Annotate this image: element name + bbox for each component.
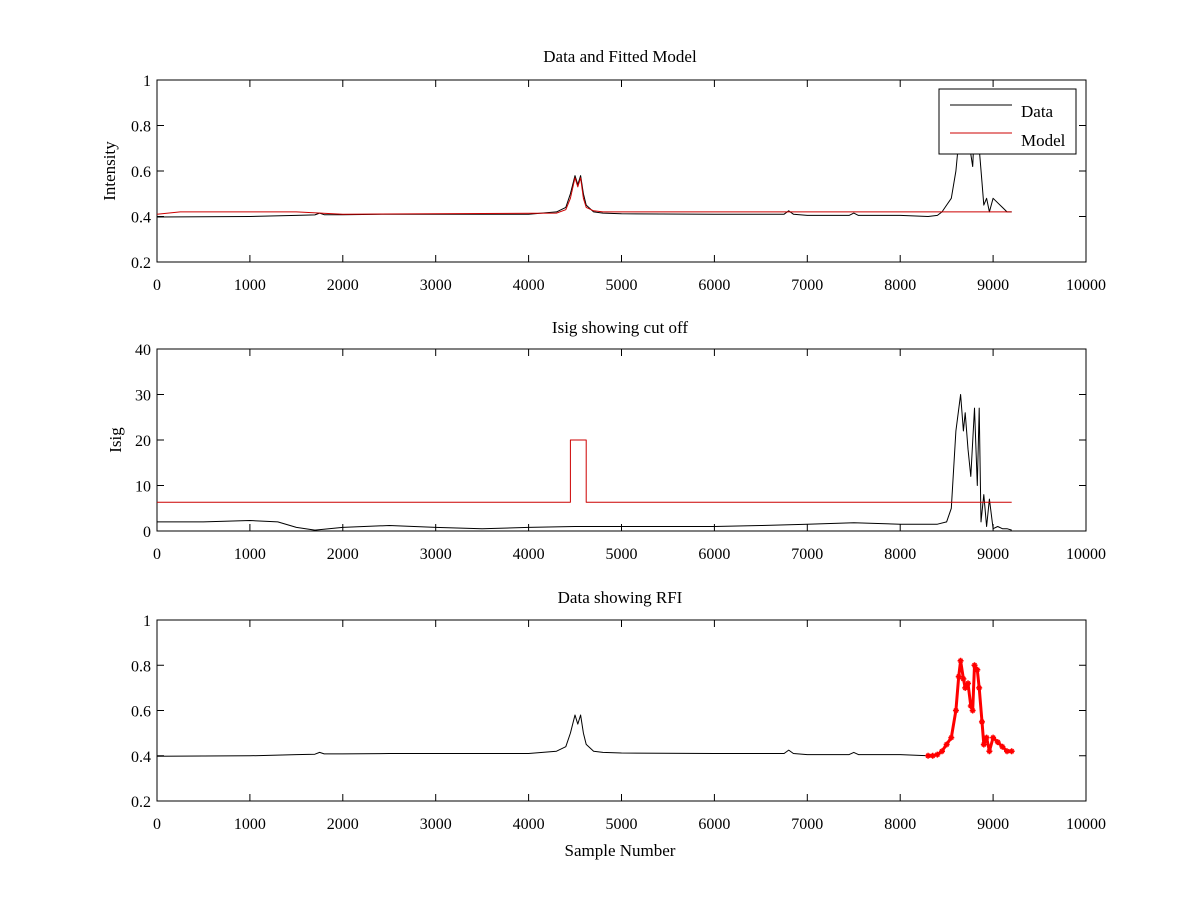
y-tick-label: 0.6 — [131, 704, 151, 721]
x-tick-label: 3000 — [420, 546, 452, 563]
rfi-marker — [960, 675, 967, 682]
rfi-marker — [965, 680, 972, 687]
x-tick-label: 1000 — [234, 816, 266, 833]
plot-area: 0 1000 2000 3000 4000 5000 6000 7000 8000 9000 100… — [131, 613, 1106, 833]
x-tick-label: 9000 — [977, 816, 1009, 833]
chart-title: Isig showing cut off — [552, 318, 688, 337]
chart-title: Data showing RFI — [558, 588, 683, 607]
panel-isig-showing-cut-off: Isig showing cut off Isig 0 1000 2000 3000 4… — [106, 318, 1106, 563]
y-axis-label: Intensity — [100, 141, 119, 201]
y-tick-label: 0.4 — [131, 749, 151, 766]
series-line-0 — [157, 394, 1012, 531]
x-tick-label: 2000 — [327, 816, 359, 833]
x-tick-label: 3000 — [420, 816, 452, 833]
x-tick-label: 0 — [153, 816, 161, 833]
y-tick-label: 20 — [135, 433, 151, 450]
x-tick-label: 5000 — [606, 277, 638, 294]
rfi-marker — [1004, 748, 1011, 755]
y-tick-label: 0 — [143, 524, 151, 541]
y-axis-label: Isig — [106, 427, 125, 453]
x-tick-label: 0 — [153, 546, 161, 563]
rfi-marker — [952, 707, 959, 714]
rfi-marker — [955, 673, 962, 680]
rfi-marker — [971, 662, 978, 669]
rfi-marker — [969, 707, 976, 714]
x-tick-label: 6000 — [698, 546, 730, 563]
x-tick-label: 7000 — [791, 816, 823, 833]
x-tick-label: 8000 — [884, 277, 916, 294]
x-tick-label: 1000 — [234, 546, 266, 563]
x-tick-label: 1000 — [234, 277, 266, 294]
panel-data-and-fitted-model: Data and Fitted Model Intensity 0 1000 200… — [100, 47, 1106, 294]
x-tick-label: 4000 — [513, 277, 545, 294]
x-tick-label: 10000 — [1066, 546, 1106, 563]
rfi-marker — [983, 734, 990, 741]
legend-label-data: Data — [1021, 102, 1054, 121]
axes-box — [156, 619, 1087, 802]
rfi-marker — [978, 718, 985, 725]
series-line-1 — [156, 177, 1012, 215]
rfi-marker — [999, 743, 1006, 750]
y-tick-label: 0.2 — [131, 794, 151, 811]
panel-data-showing-rfi: Data showing RFI Sample Number 0 1000 2000… — [131, 588, 1106, 860]
x-tick-label: 0 — [153, 277, 161, 294]
x-axis-label: Sample Number — [565, 841, 676, 860]
x-tick-label: 7000 — [791, 277, 823, 294]
y-tick-label: 0.2 — [131, 255, 151, 272]
x-tick-label: 6000 — [698, 277, 730, 294]
x-tick-label: 4000 — [513, 546, 545, 563]
x-tick-label: 10000 — [1066, 816, 1106, 833]
x-tick-label: 9000 — [977, 546, 1009, 563]
rfi-marker — [967, 702, 974, 709]
rfi-marker — [934, 751, 941, 758]
x-tick-label: 10000 — [1066, 277, 1106, 294]
rfi-marker — [994, 739, 1001, 746]
y-tick-label: 10 — [135, 479, 151, 496]
rfi-marker — [962, 684, 969, 691]
rfi-marker — [980, 741, 987, 748]
legend-box — [938, 88, 1077, 155]
rfi-marker — [974, 666, 981, 673]
y-tick-label: 40 — [135, 342, 151, 359]
rfi-marker — [939, 748, 946, 755]
series-line-1 — [157, 439, 1012, 503]
y-tick-label: 0.6 — [131, 164, 151, 181]
plot-area: 0 1000 2000 3000 4000 5000 6000 7000 8000 9000 100… — [135, 342, 1106, 563]
x-tick-label: 2000 — [327, 277, 359, 294]
rfi-marker — [990, 734, 997, 741]
y-tick-label: 30 — [135, 388, 151, 405]
chart-title: Data and Fitted Model — [543, 47, 697, 66]
rfi-marker — [943, 741, 950, 748]
y-tick-label: 1 — [143, 73, 151, 90]
series-line-0 — [156, 714, 929, 757]
y-tick-label: 0.8 — [131, 658, 151, 675]
rfi-marker — [957, 657, 964, 664]
x-tick-label: 6000 — [698, 816, 730, 833]
x-tick-label: 8000 — [884, 816, 916, 833]
x-tick-label: 8000 — [884, 546, 916, 563]
x-tick-label: 3000 — [420, 277, 452, 294]
x-tick-label: 2000 — [327, 546, 359, 563]
rfi-marker — [1008, 748, 1015, 755]
rfi-marker — [929, 752, 936, 759]
x-tick-label: 7000 — [791, 546, 823, 563]
x-tick-label: 5000 — [606, 816, 638, 833]
plot-area: 0 1000 2000 3000 4000 5000 6000 7000 8000 9000 100… — [131, 73, 1106, 294]
rfi-marker — [986, 748, 993, 755]
legend-label-model: Model — [1021, 131, 1066, 150]
rfi-marker — [976, 684, 983, 691]
y-tick-label: 0.8 — [131, 119, 151, 136]
y-tick-label: 0.4 — [131, 210, 151, 227]
y-tick-label: 1 — [143, 613, 151, 630]
legend: Data Model — [938, 88, 1077, 155]
x-tick-label: 9000 — [977, 277, 1009, 294]
axes-box — [156, 348, 1087, 532]
x-tick-label: 5000 — [606, 546, 638, 563]
rfi-marker — [925, 752, 932, 759]
x-tick-label: 4000 — [513, 816, 545, 833]
rfi-marker — [948, 734, 955, 741]
